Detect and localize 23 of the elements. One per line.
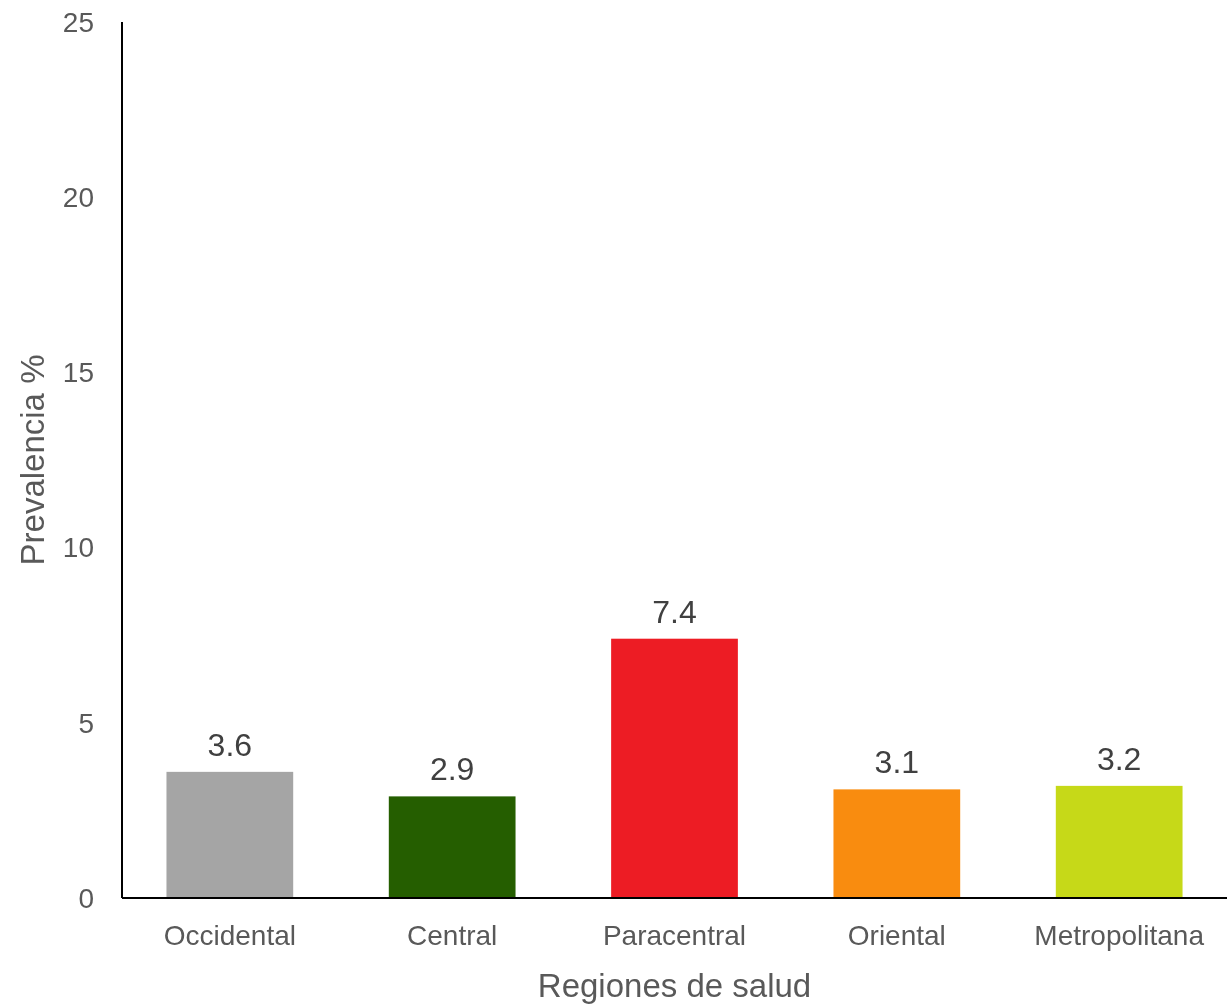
x-tick-label: Central (407, 920, 498, 951)
bar (611, 638, 738, 898)
x-tick-label: Oriental (847, 920, 946, 951)
bar (166, 771, 294, 898)
y-axis-title: Prevalencia % (14, 354, 51, 566)
bar (1055, 785, 1183, 898)
y-tick-label: 0 (78, 882, 94, 914)
data-label: 2.9 (429, 751, 475, 788)
data-label: 7.4 (652, 593, 697, 630)
y-tick-label: 5 (78, 707, 94, 739)
x-axis-title: Regiones de salud (537, 967, 812, 1004)
y-tick-label: 10 (62, 532, 94, 564)
data-label: 3.2 (1096, 740, 1142, 777)
x-tick-label: Occidental (163, 920, 296, 951)
bar (833, 789, 961, 898)
data-label: 3.6 (207, 726, 253, 763)
y-tick-label: 20 (62, 182, 94, 213)
y-tick-label: 25 (62, 6, 94, 38)
y-tick-label: 15 (62, 357, 94, 389)
bar (388, 796, 516, 898)
x-tick-label: Paracentral (602, 920, 747, 951)
data-label: 3.1 (874, 744, 920, 781)
x-tick-label: Metropolitana (1034, 920, 1205, 951)
